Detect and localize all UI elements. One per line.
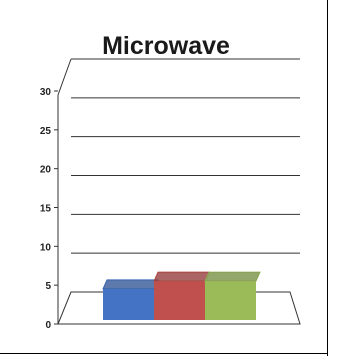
y-tick-label: 0 xyxy=(45,320,51,331)
bar xyxy=(154,281,205,320)
y-tick-label: 25 xyxy=(40,126,52,137)
chart-floor xyxy=(57,291,301,325)
bar-top-shade xyxy=(154,272,209,282)
bar xyxy=(205,281,256,320)
bar-top xyxy=(204,271,261,282)
y-tick-label: 20 xyxy=(40,165,52,176)
y-tick-label: 5 xyxy=(45,281,51,292)
chart-area[interactable]: Microwave 0 5 10 15 20 25 30 xyxy=(8,4,324,344)
y-tick-label: 30 xyxy=(40,87,52,98)
cell-border-right xyxy=(327,0,328,356)
cell-border-bottom xyxy=(0,353,328,354)
bar-top-shade xyxy=(205,272,260,282)
y-axis-top xyxy=(57,58,72,96)
y-tick-label: 15 xyxy=(40,204,52,215)
y-tick-label: 10 xyxy=(40,242,52,253)
chart-title: Microwave xyxy=(102,32,230,60)
bar xyxy=(103,288,154,320)
chart-plot: 0 5 10 15 20 25 30 xyxy=(40,58,301,331)
bar-top-shade xyxy=(103,279,158,289)
